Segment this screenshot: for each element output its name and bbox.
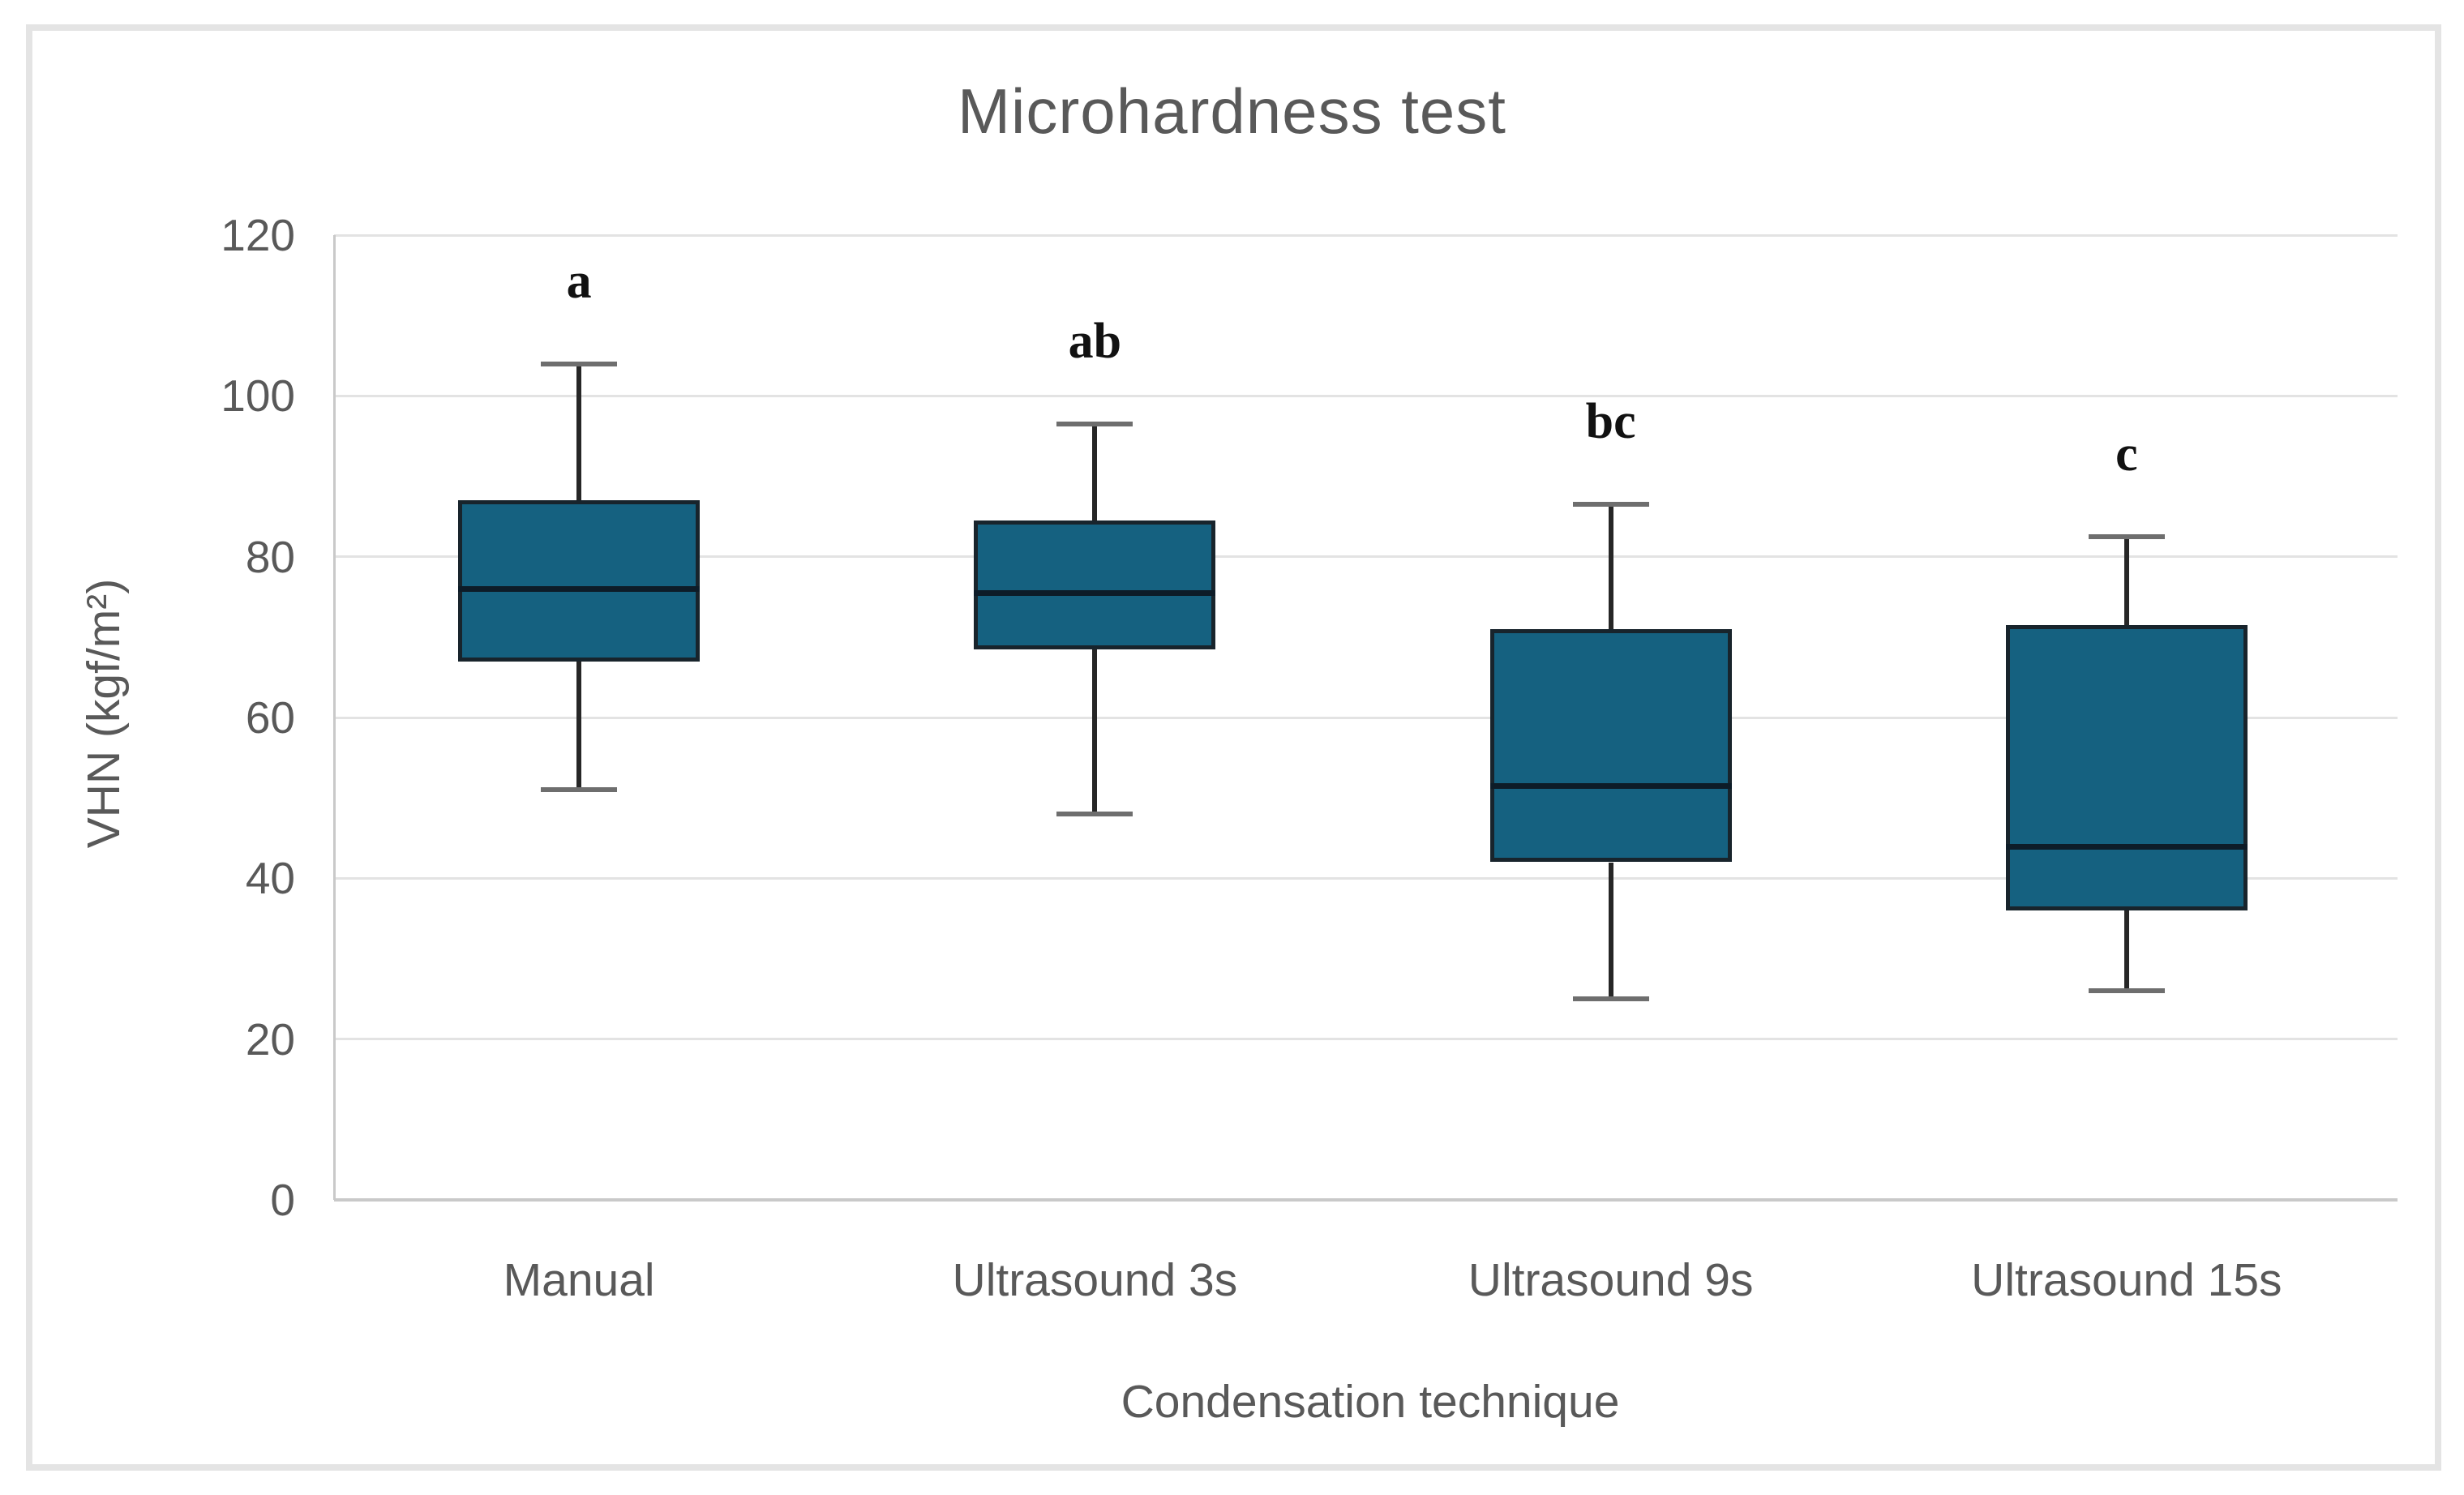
significance-letter: a — [566, 253, 592, 309]
x-axis-line — [334, 1198, 2398, 1202]
whisker-upper — [576, 363, 582, 501]
whisker-cap-lower — [541, 787, 618, 793]
whisker-upper — [2123, 536, 2129, 625]
box-ultrasound-3s — [974, 520, 1216, 649]
significance-letter: c — [2115, 426, 2138, 482]
x-axis-title: Condensation technique — [1121, 1376, 1620, 1428]
y-tick-label: 40 — [245, 853, 295, 904]
x-category-label: Ultrasound 3s — [952, 1254, 1238, 1306]
whisker-lower — [2123, 910, 2129, 992]
y-tick-label: 80 — [245, 531, 295, 582]
box-ultrasound-15s — [2005, 624, 2248, 910]
whisker-lower — [1608, 862, 1613, 1000]
y-tick-label: 60 — [245, 692, 295, 743]
significance-letter: ab — [1068, 314, 1122, 370]
whisker-cap-lower — [2088, 988, 2165, 994]
y-tick-label: 20 — [245, 1013, 295, 1064]
gridline-y-60 — [334, 716, 2398, 719]
whisker-lower — [576, 661, 582, 790]
y-tick-label: 100 — [221, 371, 295, 422]
whisker-upper — [1608, 504, 1613, 629]
median-line — [1489, 783, 1732, 790]
whisker-cap-upper — [1056, 422, 1133, 427]
x-category-label: Ultrasound 9s — [1468, 1254, 1754, 1306]
whisker-cap-lower — [1572, 996, 1649, 1002]
median-line — [458, 586, 701, 593]
chart-title: Microhardness test — [958, 75, 1506, 147]
whisker-cap-upper — [541, 361, 618, 366]
whisker-cap-upper — [1572, 502, 1649, 508]
x-category-label: Manual — [503, 1254, 655, 1306]
gridline-y-120 — [334, 233, 2398, 237]
box-manual — [458, 500, 701, 662]
significance-letter: bc — [1585, 394, 1636, 450]
whisker-lower — [1092, 649, 1098, 814]
whisker-cap-lower — [1056, 812, 1133, 816]
median-line — [2005, 843, 2248, 850]
median-line — [974, 590, 1216, 597]
x-category-label: Ultrasound 15s — [1971, 1254, 2282, 1306]
y-tick-label: 0 — [270, 1175, 295, 1225]
whisker-cap-upper — [2088, 533, 2165, 539]
y-axis-line — [333, 235, 336, 1200]
y-tick-label: 120 — [221, 210, 295, 260]
gridline-y-20 — [334, 1038, 2398, 1041]
gridline-y-40 — [334, 876, 2398, 880]
box-ultrasound-9s — [1489, 628, 1732, 863]
gridline-y-80 — [334, 555, 2398, 559]
gridline-y-100 — [334, 394, 2398, 397]
whisker-upper — [1092, 424, 1098, 521]
